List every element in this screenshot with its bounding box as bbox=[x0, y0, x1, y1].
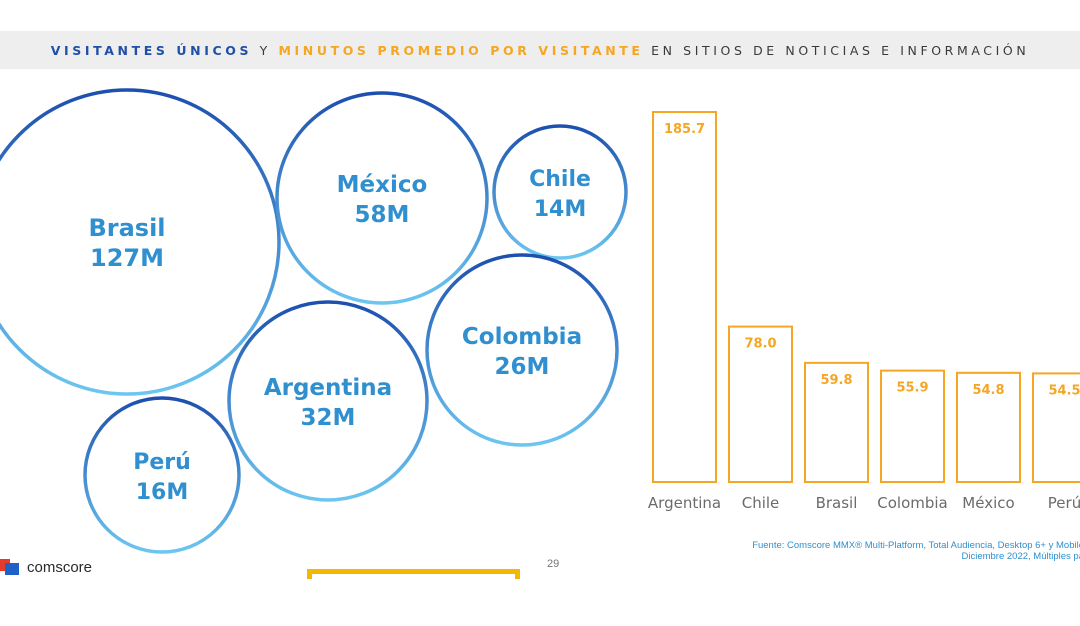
comscore-logo: comscore bbox=[0, 556, 92, 578]
decorative-accent-bar bbox=[307, 569, 520, 579]
source-line-1: Fuente: Comscore MMX® Multi-Platform, To… bbox=[752, 540, 1080, 551]
bar-value-label-chile: 78.0 bbox=[744, 337, 776, 352]
logo-text: comscore bbox=[27, 558, 93, 576]
bubble-country-label-peru: Perú bbox=[133, 450, 191, 475]
bubble-argentina: Argentina 32M bbox=[227, 300, 429, 502]
bubble-mexico: México 58M bbox=[275, 91, 489, 305]
bubble-circle-argentina bbox=[227, 300, 429, 502]
title-part-and: Y bbox=[259, 42, 271, 58]
bar-chile bbox=[728, 325, 793, 483]
bar-argentina bbox=[652, 111, 717, 483]
chart-title: VISITANTES ÚNICOS Y MINUTOS PROMEDIO POR… bbox=[0, 31, 1080, 69]
bar-category-label-mexico: México bbox=[962, 494, 1014, 512]
source-note: Fuente: Comscore MMX® Multi-Platform, To… bbox=[664, 540, 1080, 562]
bar-category-label-colombia: Colombia bbox=[877, 494, 948, 512]
bar-brasil bbox=[804, 361, 869, 483]
page-number: 29 bbox=[547, 558, 560, 570]
title-part-unique-visitors: VISITANTES ÚNICOS bbox=[50, 42, 253, 58]
source-line-2: Diciembre 2022, Múltiples pa bbox=[961, 551, 1080, 562]
bar-value-label-argentina: 185.7 bbox=[664, 122, 705, 137]
bar-category-label-peru: Perú bbox=[1048, 494, 1080, 512]
bar-value-label-colombia: 55.9 bbox=[896, 381, 928, 396]
bar-peru bbox=[1032, 372, 1080, 484]
bar-category-label-brasil: Brasil bbox=[816, 494, 858, 512]
bubble-country-label-chile: Chile bbox=[529, 167, 591, 192]
bar-value-label-peru: 54.5 bbox=[1048, 383, 1080, 398]
bubble-colombia: Colombia 26M bbox=[425, 253, 619, 447]
bubble-value-label-mexico: 58M bbox=[355, 202, 410, 228]
title-part-news-sites: EN SITIOS DE NOTICIAS E INFORMACIÓN bbox=[651, 42, 1030, 58]
bar-colombia bbox=[880, 369, 945, 483]
bar-category-label-argentina: Argentina bbox=[648, 494, 721, 512]
bubble-value-label-argentina: 32M bbox=[301, 405, 356, 431]
comscore-logo-icon bbox=[0, 559, 20, 575]
bubble-circle-peru bbox=[83, 396, 241, 554]
bubble-circle-brasil bbox=[0, 88, 281, 396]
bubble-value-label-brasil: 127M bbox=[90, 244, 164, 272]
bar-value-label-mexico: 54.8 bbox=[972, 383, 1004, 398]
bar-category-label-chile: Chile bbox=[742, 494, 780, 512]
bubble-country-label-colombia: Colombia bbox=[462, 324, 582, 350]
bar-mexico bbox=[956, 371, 1021, 483]
bubble-country-label-brasil: Brasil bbox=[88, 214, 165, 242]
bubble-country-label-mexico: México bbox=[337, 172, 428, 198]
bubble-value-label-chile: 14M bbox=[534, 197, 587, 222]
bubble-country-label-argentina: Argentina bbox=[264, 375, 392, 401]
bubble-peru: Perú 16M bbox=[83, 396, 241, 554]
bubble-value-label-peru: 16M bbox=[136, 480, 189, 505]
bar-value-label-brasil: 59.8 bbox=[820, 373, 852, 388]
bubble-circle-chile bbox=[492, 124, 628, 260]
bubble-value-label-colombia: 26M bbox=[495, 354, 550, 380]
bubble-circle-colombia bbox=[425, 253, 619, 447]
bubble-circle-mexico bbox=[275, 91, 489, 305]
bubble-chile: Chile 14M bbox=[492, 124, 628, 260]
title-part-avg-minutes: MINUTOS PROMEDIO POR VISITANTE bbox=[278, 42, 644, 58]
